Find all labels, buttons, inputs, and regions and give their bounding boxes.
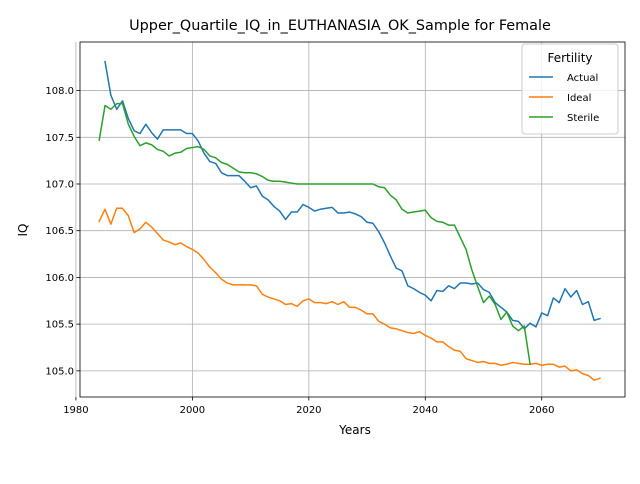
y-axis-ticks: 105.0 105.5 106.0 106.5 107.0 107.5 108.0 [45,86,80,377]
chart-title: Upper_Quartile_IQ_in_EUTHANASIA_OK_Sampl… [129,18,551,34]
series-line-ideal [98,207,601,381]
plot-frame [79,41,626,398]
y-axis-label: IQ [16,224,30,237]
x-tick-label: 1980 [63,405,88,416]
x-tick-label: 2000 [180,405,205,416]
x-axis-label: Years [338,423,371,437]
y-tick-label: 105.5 [45,320,74,331]
legend-entries: Actual Ideal Sterile [529,73,599,124]
y-tick-label: 105.0 [45,366,74,377]
x-tick-label: 2060 [529,405,554,416]
series-line-sterile [98,102,531,366]
legend-label-actual: Actual [567,73,598,84]
legend-title: Fertility [547,51,592,65]
legend: Fertility Actual Ideal Sterile [521,43,619,135]
series-lines [98,60,601,381]
y-tick-label: 108.0 [45,86,74,97]
y-tick-label: 106.0 [45,273,74,284]
legend-label-sterile: Sterile [567,113,599,124]
y-tick-label: 107.0 [45,180,74,191]
y-tick-label: 107.5 [45,133,74,144]
x-tick-label: 2040 [413,405,438,416]
legend-box [521,43,619,135]
x-tick-label: 2020 [296,405,321,416]
x-axis-ticks: 1980 2000 2020 2040 2060 [63,397,554,416]
y-tick-label: 106.5 [45,226,74,237]
series-line-actual [104,60,601,330]
legend-label-ideal: Ideal [567,93,591,104]
